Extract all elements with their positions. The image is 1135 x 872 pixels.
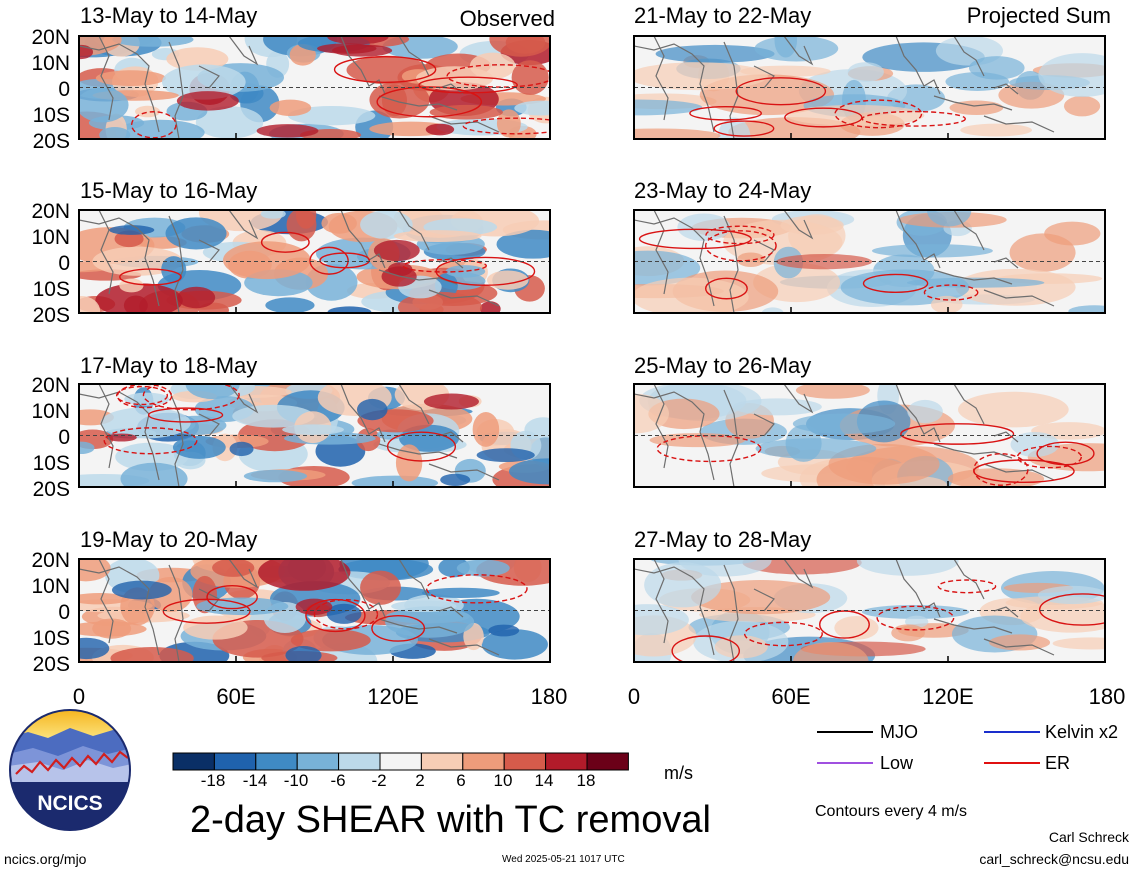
shear-field-panel-8 [634,559,1105,662]
lat-label-10n: 10N [31,226,70,249]
colorbar-swatch [420,752,464,771]
colorbar-label: -6 [330,771,346,790]
panel-3-title: 15-May to 16-May [80,178,258,203]
lat-label-20s: 20S [32,653,70,676]
lat-label-eq: 0 [58,252,70,275]
lat-label-10n: 10N [31,575,70,598]
lat-label-10s: 10S [32,104,70,127]
lon-label-180-right: 180 [1088,684,1126,709]
shear-field-panel-5 [79,384,550,487]
colorbar-label: -18 [200,771,226,790]
colorbar-label: -10 [283,771,309,790]
colorbar-label: 6 [456,771,466,790]
lat-label-10s: 10S [32,452,70,475]
legend-low-label: Low [880,753,914,773]
panel-frame [633,209,1106,314]
panel-4-title: 23-May to 24-May [634,178,812,203]
legend-kelvin-label: Kelvin x2 [1045,722,1119,742]
colorbar-units: m/s [664,763,693,783]
projected-sum-label: Projected Sum [966,3,1111,28]
shear-field-panel-2 [634,36,1105,139]
shear-field-panel-7 [79,559,550,662]
shear-field-panel-4 [634,210,1105,313]
lon-label-0-right: 0 [627,684,641,709]
lon-label-60e-left: 60E [216,684,256,709]
contour-note: Contours every 4 m/s [815,803,968,820]
colorbar-swatch [338,752,381,771]
colorbar-swatch [545,752,588,771]
colorbar-swatch [213,752,257,771]
lat-label-10n: 10N [31,52,70,75]
colorbar-swatch [462,752,505,771]
panel-frame [78,558,551,663]
shear-field-panel-1 [79,36,550,139]
panel-frame [78,383,551,488]
colorbar-swatch [172,752,215,771]
ncics-logo: NCICS [9,709,131,831]
panel-5-title: 17-May to 18-May [80,353,258,378]
lat-label-10n: 10N [31,400,70,423]
colorbar-label: -2 [371,771,387,790]
panel-7-title: 19-May to 20-May [80,527,258,552]
author-name: Carl Schreck [1048,829,1129,845]
lat-label-20n: 20N [31,549,70,572]
lat-label-20s: 20S [32,130,70,153]
lon-label-180-left: 180 [530,684,568,709]
lat-label-20s: 20S [32,304,70,327]
colorbar-swatch [255,752,298,771]
figure-title: 2-day SHEAR with TC removal [190,799,711,841]
colorbar-swatch [586,752,629,771]
lat-label-10s: 10S [32,278,70,301]
shear-field-panel-3 [79,210,550,313]
panel-1-title: 13-May to 14-May [80,3,258,28]
lon-label-0-left: 0 [72,684,86,709]
panel-8-title: 27-May to 28-May [634,527,812,552]
colorbar-label: 14 [534,771,554,790]
lat-label-20n: 20N [31,26,70,49]
lat-label-20n: 20N [31,374,70,397]
legend-mjo-label: MJO [880,722,918,742]
timestamp: Wed 2025-05-21 1017 UTC [502,854,625,865]
lon-label-120e-left: 120E [367,684,419,709]
panel-frame [633,558,1106,663]
panel-6-title: 25-May to 26-May [634,353,812,378]
colorbar-swatch [296,752,340,771]
shear-field-panel-6 [634,384,1105,487]
panel-frame [633,35,1106,140]
observed-label: Observed [459,6,555,31]
panel-frame [78,35,551,140]
lat-label-10s: 10S [32,627,70,650]
lat-label-eq: 0 [58,78,70,101]
site-link[interactable]: ncics.org/mjo [4,851,87,867]
panel-frame [633,383,1106,488]
lon-label-120e-right: 120E [922,684,974,709]
colorbar-label: 18 [576,771,596,790]
colorbar-label: -14 [242,771,268,790]
legend-er-label: ER [1045,753,1071,773]
colorbar-label: 2 [415,771,425,790]
colorbar-swatch [379,752,422,771]
panel-2-title: 21-May to 22-May [634,3,812,28]
colorbar-label: 10 [493,771,513,790]
panel-frame [78,209,551,314]
author-email[interactable]: carl_schreck@ncsu.edu [979,851,1129,867]
lat-label-20s: 20S [32,478,70,501]
lat-label-20n: 20N [31,200,70,223]
lon-label-60e-right: 60E [771,684,811,709]
colorbar-swatch [503,752,547,771]
logo-text: NCICS [37,792,102,815]
lat-label-eq: 0 [58,426,70,449]
lat-label-eq: 0 [58,601,70,624]
